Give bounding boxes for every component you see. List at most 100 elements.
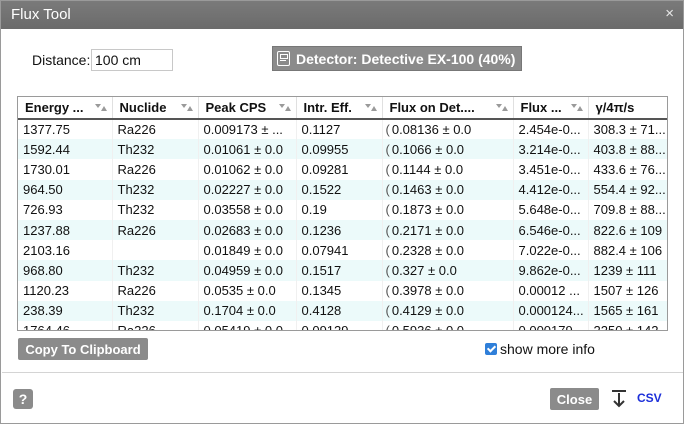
table-cell: 1764.46 bbox=[18, 320, 113, 330]
table-cell: 4.412e-0... bbox=[513, 179, 589, 200]
table-cell: 0.01062 ± 0.0 bbox=[198, 159, 297, 180]
table-cell: 0.4128 bbox=[296, 300, 383, 321]
table-header-row: Energy ... Nuclide Peak CPS Intr. Eff. Flux … bbox=[18, 97, 667, 120]
table-cell: 0.00012 ... bbox=[513, 280, 589, 301]
table-cell: (0.2328 ± 0.0 bbox=[382, 240, 514, 261]
table-cell: 0.0535 ± 0.0 bbox=[198, 280, 297, 301]
table-cell: 0.01061 ± 0.0 bbox=[198, 139, 297, 160]
table-cell: Ra226 bbox=[112, 119, 199, 140]
table-cell: 968.80 bbox=[18, 260, 113, 281]
table-row[interactable]: 726.93 Th232 0.03558 ± 0.0 0.19(0.1873 ± 0.… bbox=[18, 199, 667, 220]
table-cell: (0.3978 ± 0.0 bbox=[382, 280, 514, 301]
close-button[interactable]: Close bbox=[550, 388, 599, 410]
table-cell: 0.000179... bbox=[513, 320, 589, 330]
column-header-label: Flux on Det.... bbox=[389, 100, 475, 115]
table-row[interactable]: 1237.88 Ra226 0.02683 ± 0.0 0.1236(0.2171 ±… bbox=[18, 219, 667, 241]
table-cell: 709.8 ± 88... bbox=[588, 199, 667, 220]
table-row[interactable]: 964.50 Th232 0.02227 ± 0.0 0.1522(0.1463 ± … bbox=[18, 179, 667, 200]
column-header[interactable]: Flux ... bbox=[513, 97, 589, 120]
table-cell: (0.1066 ± 0.0 bbox=[382, 139, 514, 160]
table-cell: 1120.23 bbox=[18, 280, 113, 301]
table-row[interactable]: 968.80 Th232 0.04959 ± 0.0 0.1517(0.327 ± 0… bbox=[18, 260, 667, 281]
table-cell: 0.09129 bbox=[296, 320, 383, 330]
sort-icon[interactable] bbox=[495, 103, 509, 112]
download-icon[interactable] bbox=[610, 389, 628, 409]
table-row[interactable]: 1592.44 Th232 0.01061 ± 0.0 0.09955(0.1066 … bbox=[18, 139, 667, 160]
table-row[interactable]: 1730.01 Ra226 0.01062 ± 0.0 0.09281(0.1144 … bbox=[18, 159, 667, 180]
table-cell: Ra226 bbox=[112, 159, 199, 180]
show-more-info-label: show more info bbox=[500, 341, 595, 357]
table-cell: 7.022e-0... bbox=[513, 240, 589, 261]
table-cell: 726.93 bbox=[18, 199, 113, 220]
table-cell: 0.009173 ± ... bbox=[198, 119, 297, 140]
title-bar[interactable]: Flux Tool × bbox=[1, 1, 683, 29]
table-cell: 6.546e-0... bbox=[513, 219, 589, 241]
detector-icon bbox=[277, 51, 290, 66]
table-cell: (0.1873 ± 0.0 bbox=[382, 199, 514, 220]
table-cell: 1239 ± 111 bbox=[588, 260, 667, 281]
window-title: Flux Tool bbox=[11, 6, 71, 23]
table-row[interactable]: 238.39 Th232 0.1704 ± 0.0 0.4128(0.4129 ± 0… bbox=[18, 300, 667, 321]
column-header[interactable]: Energy ... bbox=[18, 97, 113, 120]
table-cell: 1592.44 bbox=[18, 139, 113, 160]
csv-link[interactable]: CSV bbox=[637, 391, 662, 405]
table-cell: 0.19 bbox=[296, 199, 383, 220]
table-cell: 0.1127 bbox=[296, 119, 383, 140]
table-cell: 0.1236 bbox=[296, 219, 383, 241]
column-header[interactable]: Peak CPS bbox=[198, 97, 297, 120]
window-close-icon[interactable]: × bbox=[665, 5, 674, 22]
table-cell: 0.000124... bbox=[513, 300, 589, 321]
table-cell: 1237.88 bbox=[18, 219, 113, 241]
detector-button[interactable]: Detector: Detective EX-100 (40%) bbox=[272, 46, 523, 71]
table-cell: 822.6 ± 109 bbox=[588, 219, 667, 241]
table-row[interactable]: 1120.23 Ra226 0.0535 ± 0.0 0.1345(0.3978 ± … bbox=[18, 280, 667, 301]
table-cell: 0.09281 bbox=[296, 159, 383, 180]
sort-icon[interactable] bbox=[278, 103, 292, 112]
flux-table[interactable]: Energy ... Nuclide Peak CPS Intr. Eff. Flux … bbox=[17, 96, 668, 331]
table-cell: 1507 ± 126 bbox=[588, 280, 667, 301]
table-cell: 554.4 ± 92... bbox=[588, 179, 667, 200]
distance-label: Distance: bbox=[32, 52, 91, 68]
table-cell: 0.07941 bbox=[296, 240, 383, 261]
table-cell: 0.1345 bbox=[296, 280, 383, 301]
column-header[interactable]: Intr. Eff. bbox=[296, 97, 383, 120]
table-cell: (0.327 ± 0.0 bbox=[382, 260, 514, 281]
table-cell: Ra226 bbox=[112, 219, 199, 241]
show-more-info-checkbox[interactable] bbox=[485, 343, 497, 355]
sort-icon[interactable] bbox=[364, 103, 378, 112]
table-cell: Th232 bbox=[112, 199, 199, 220]
table-row[interactable]: 1764.46 Ra226 0.05419 ± 0.0 0.09129(0.5936 … bbox=[18, 320, 667, 330]
column-header[interactable]: Nuclide bbox=[112, 97, 199, 120]
footer-divider bbox=[2, 372, 683, 373]
table-cell: Th232 bbox=[112, 179, 199, 200]
table-row[interactable]: 1377.75 Ra226 0.009173 ± ... 0.1127(0.08136… bbox=[18, 119, 667, 140]
table-cell: 238.39 bbox=[18, 300, 113, 321]
sort-icon[interactable] bbox=[180, 103, 194, 112]
column-header[interactable]: Flux on Det.... bbox=[382, 97, 514, 120]
distance-input[interactable] bbox=[91, 49, 173, 71]
column-header-label: γ/4π/s bbox=[595, 100, 635, 115]
table-cell: 3.214e-0... bbox=[513, 139, 589, 160]
column-header-label: Peak CPS bbox=[205, 100, 267, 115]
table-cell: 3.451e-0... bbox=[513, 159, 589, 180]
table-cell: (0.4129 ± 0.0 bbox=[382, 300, 514, 321]
table-cell: (0.08136 ± 0.0 bbox=[382, 119, 514, 140]
table-cell: 0.03558 ± 0.0 bbox=[198, 199, 297, 220]
detector-label: Detector: Detective EX-100 (40%) bbox=[296, 50, 516, 67]
column-header-label: Nuclide bbox=[119, 100, 167, 115]
sort-icon[interactable] bbox=[570, 103, 584, 112]
column-header[interactable]: γ/4π/s bbox=[588, 97, 667, 120]
table-cell: Th232 bbox=[112, 139, 199, 160]
table-cell: 0.1704 ± 0.0 bbox=[198, 300, 297, 321]
table-cell: Th232 bbox=[112, 260, 199, 281]
table-cell: 0.02683 ± 0.0 bbox=[198, 219, 297, 241]
column-header-label: Intr. Eff. bbox=[303, 100, 352, 115]
copy-to-clipboard-button[interactable]: Copy To Clipboard bbox=[18, 338, 148, 360]
sort-icon[interactable] bbox=[94, 103, 108, 112]
show-more-info-toggle[interactable]: show more info bbox=[485, 341, 595, 357]
table-cell: 0.01849 ± 0.0 bbox=[198, 240, 297, 261]
table-row[interactable]: 2103.16 0.01849 ± 0.0 0.07941(0.2328 ± 0.0… bbox=[18, 240, 667, 261]
table-cell: 1730.01 bbox=[18, 159, 113, 180]
help-button[interactable]: ? bbox=[13, 389, 33, 409]
